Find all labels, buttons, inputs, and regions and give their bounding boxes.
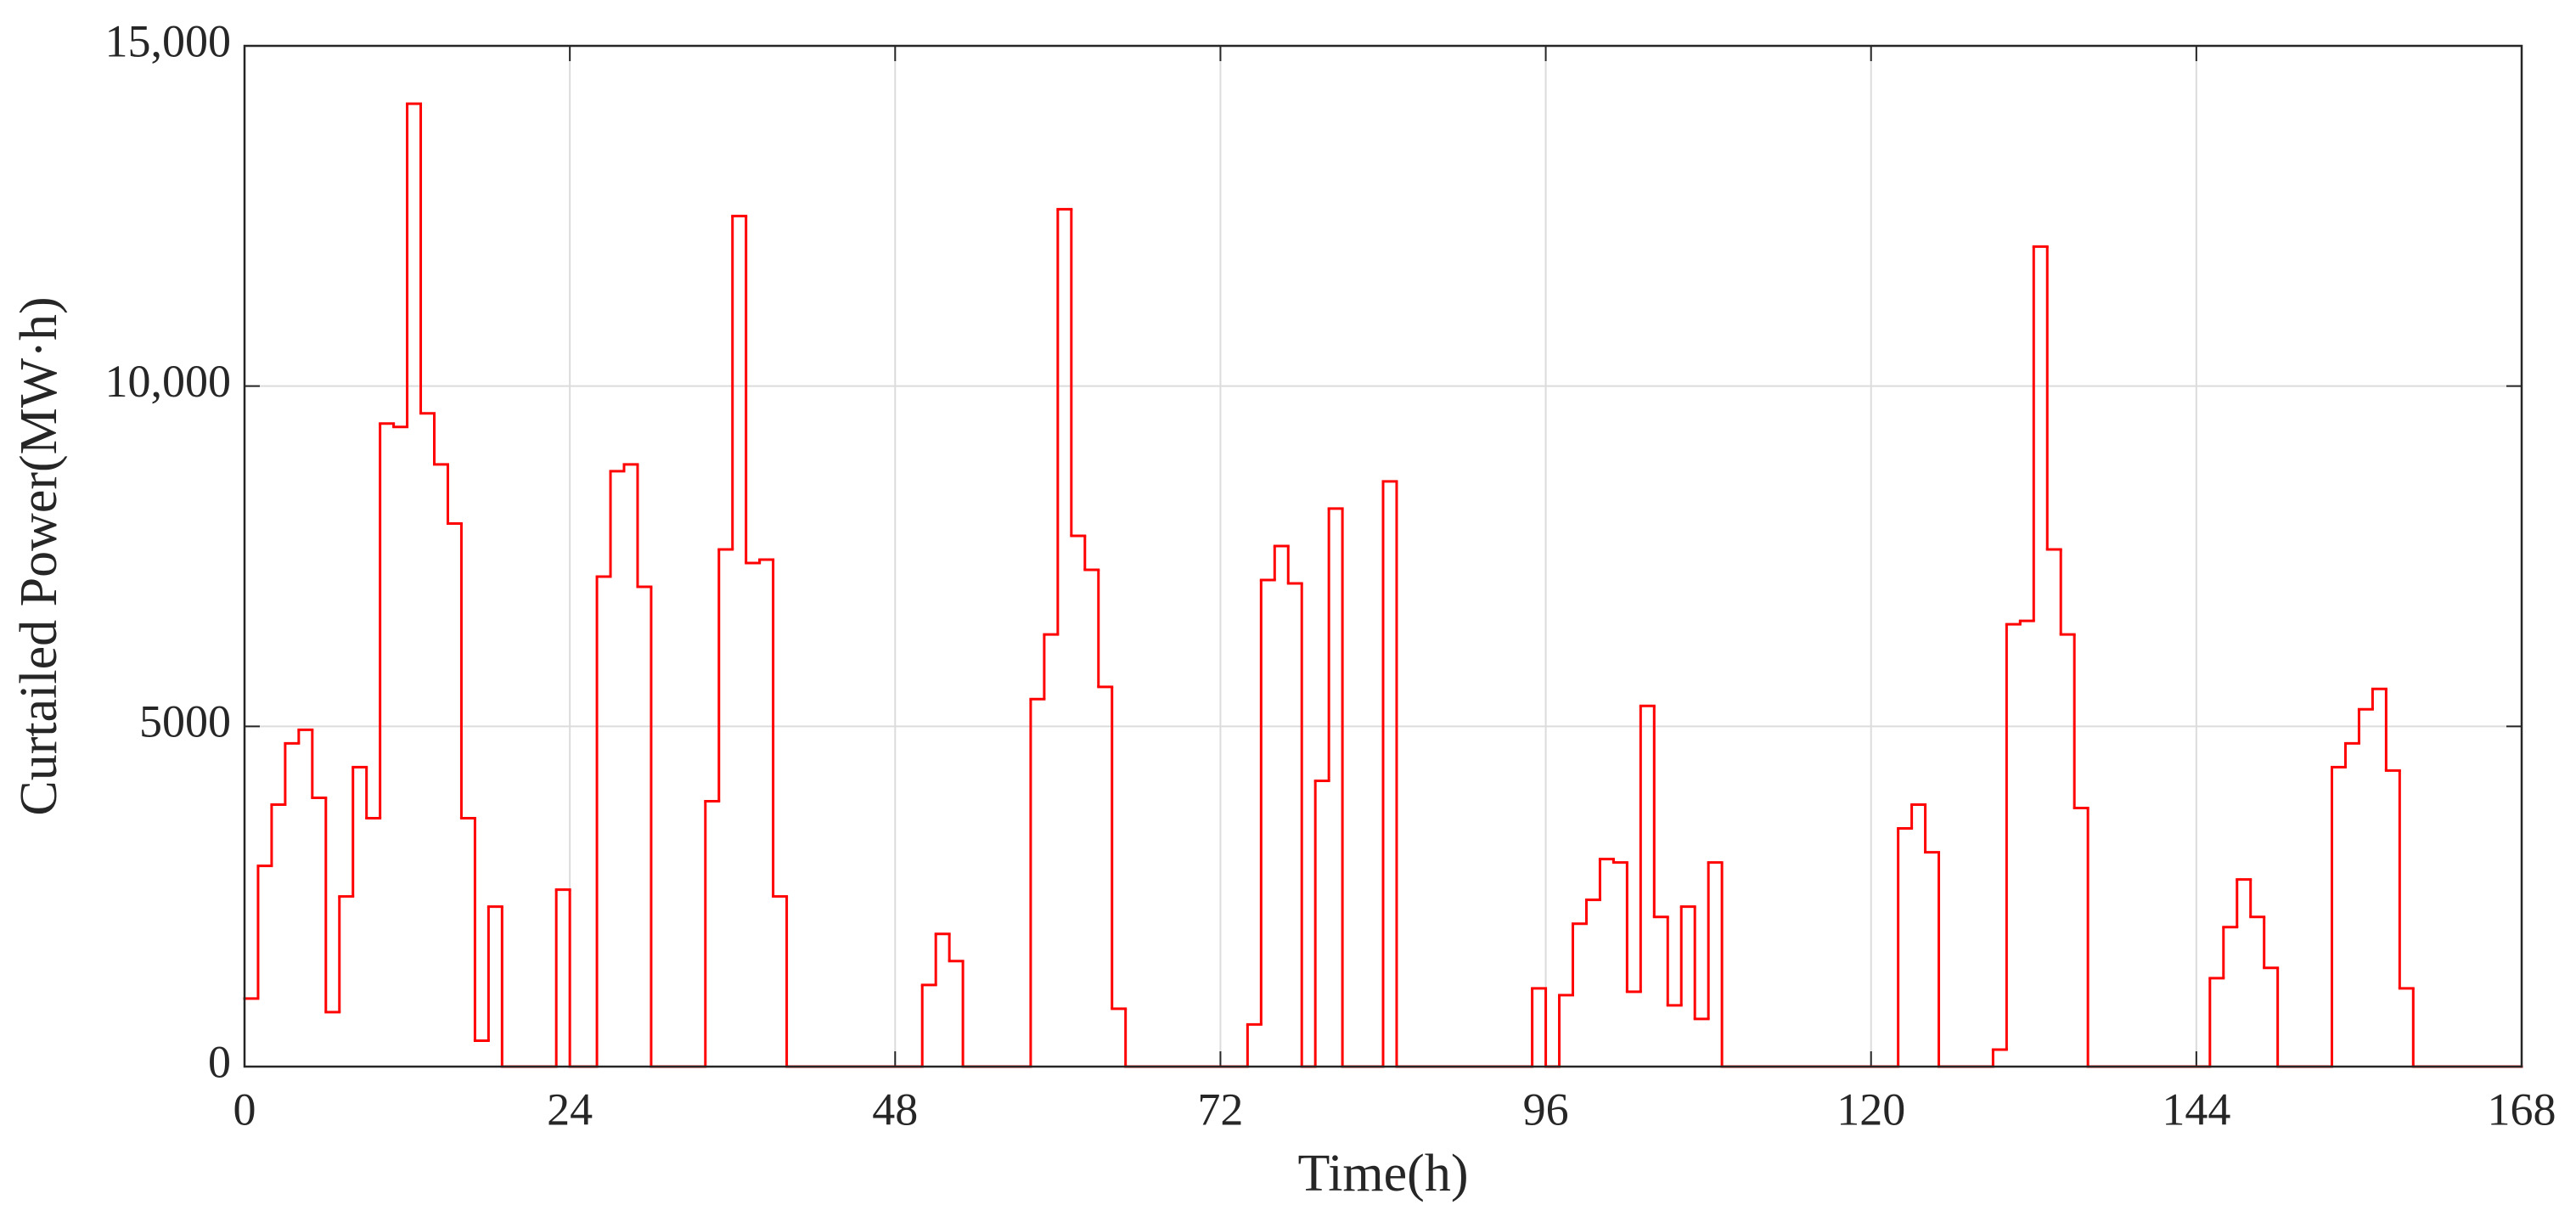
x-tick-label: 144	[2162, 1084, 2230, 1135]
x-tick-label: 120	[1836, 1084, 1905, 1135]
x-axis-label: Time(h)	[1298, 1145, 1469, 1202]
y-tick-label: 15,000	[105, 15, 232, 66]
x-tick-label: 168	[2488, 1084, 2556, 1135]
x-tick-label: 0	[233, 1084, 256, 1135]
plot-frame	[243, 44, 2523, 1068]
y-tick-label: 10,000	[105, 356, 232, 407]
x-tick-label: 48	[872, 1084, 918, 1135]
x-tick-label: 96	[1523, 1084, 1569, 1135]
x-tick-label: 72	[1197, 1084, 1243, 1135]
x-tick-label: 24	[547, 1084, 593, 1135]
y-tick-label: 5000	[139, 696, 231, 747]
step-riser	[256, 104, 2415, 1067]
y-axis-label: Curtailed Power(MW·h)	[10, 296, 68, 815]
y-tick-label: 0	[208, 1036, 231, 1087]
